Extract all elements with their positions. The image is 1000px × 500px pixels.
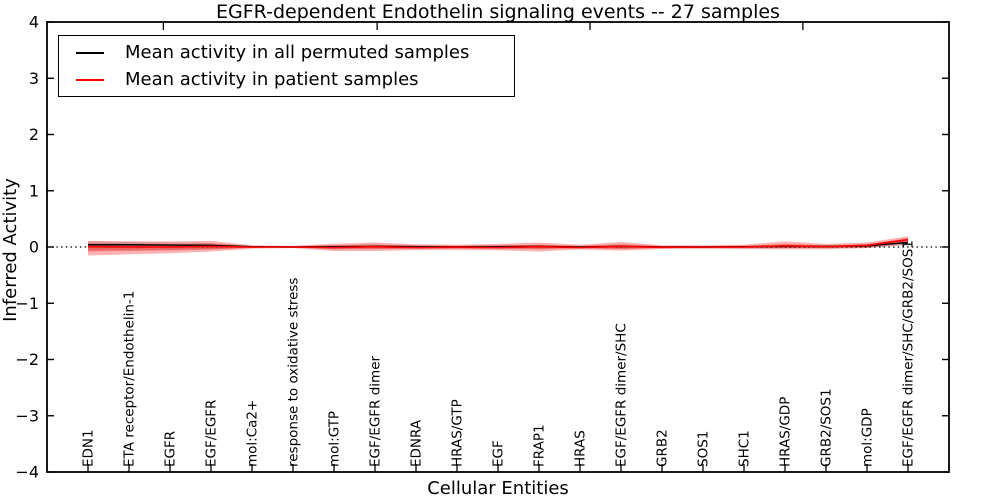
permuted-line-swatch [76, 51, 104, 54]
legend-label-permuted: Mean activity in all permuted samples [125, 41, 470, 63]
x-tick-label: FRAP1 [532, 424, 548, 467]
x-tick-label: SHC1 [737, 430, 753, 467]
patient-line-swatch [76, 78, 104, 81]
legend: Mean activity in all permuted samples Me… [58, 35, 515, 97]
x-tick-label: GRB2/SOS1 [819, 388, 835, 467]
y-tick-label: −1 [15, 294, 39, 313]
y-tick-label: 4 [29, 13, 39, 32]
y-tick-label: −4 [15, 463, 39, 482]
legend-item-permuted: Mean activity in all permuted samples [59, 42, 514, 63]
patient-mean-line [87, 238, 909, 249]
chart-title: EGFR-dependent Endothelin signaling even… [216, 1, 780, 23]
x-tick-label: HRAS/GTP [450, 399, 466, 467]
y-tick-label: −2 [15, 350, 39, 369]
x-tick-label: ETA receptor/Endothelin-1 [122, 291, 138, 467]
patient-confidence-band-outer [88, 236, 908, 256]
x-tick-label: HRAS [573, 430, 589, 467]
x-tick-label: EDNRA [409, 419, 425, 467]
y-tick-label: −3 [15, 406, 39, 425]
y-axis-label: Inferred Activity [0, 178, 21, 322]
y-tick-label: 2 [29, 125, 39, 144]
patient-confidence-band-inner [88, 238, 908, 252]
x-tick-label: EGFR [163, 431, 179, 467]
x-tick-label: EGF/EGFR [204, 400, 220, 467]
x-tick-label: mol:GTP [327, 411, 343, 467]
x-tick-label: mol:Ca2+ [245, 400, 261, 467]
x-tick-label: EDN1 [81, 429, 97, 467]
y-tick-label: 3 [29, 69, 39, 88]
x-tick-label: HRAS/GDP [778, 397, 794, 467]
y-tick-label: 0 [29, 238, 39, 257]
x-tick-label: response to oxidative stress [286, 278, 302, 467]
x-tick-label: mol:GDP [860, 408, 876, 467]
x-axis-label: Cellular Entities [427, 478, 569, 499]
legend-item-patient: Mean activity in patient samples [59, 69, 514, 90]
x-tick-label: EGF/EGFR dimer/SHC [614, 323, 630, 467]
x-tick-label: EGF/EGFR dimer [368, 355, 384, 467]
x-tick-label: GRB2 [655, 429, 671, 467]
legend-label-patient: Mean activity in patient samples [125, 68, 419, 90]
x-tick-label: SOS1 [696, 431, 712, 467]
y-tick-label: 1 [29, 181, 39, 200]
x-tick-label: EGF [491, 440, 507, 467]
x-tick-label: EGF/EGFR dimer/SHC/GRB2/SOS1 [901, 240, 917, 467]
